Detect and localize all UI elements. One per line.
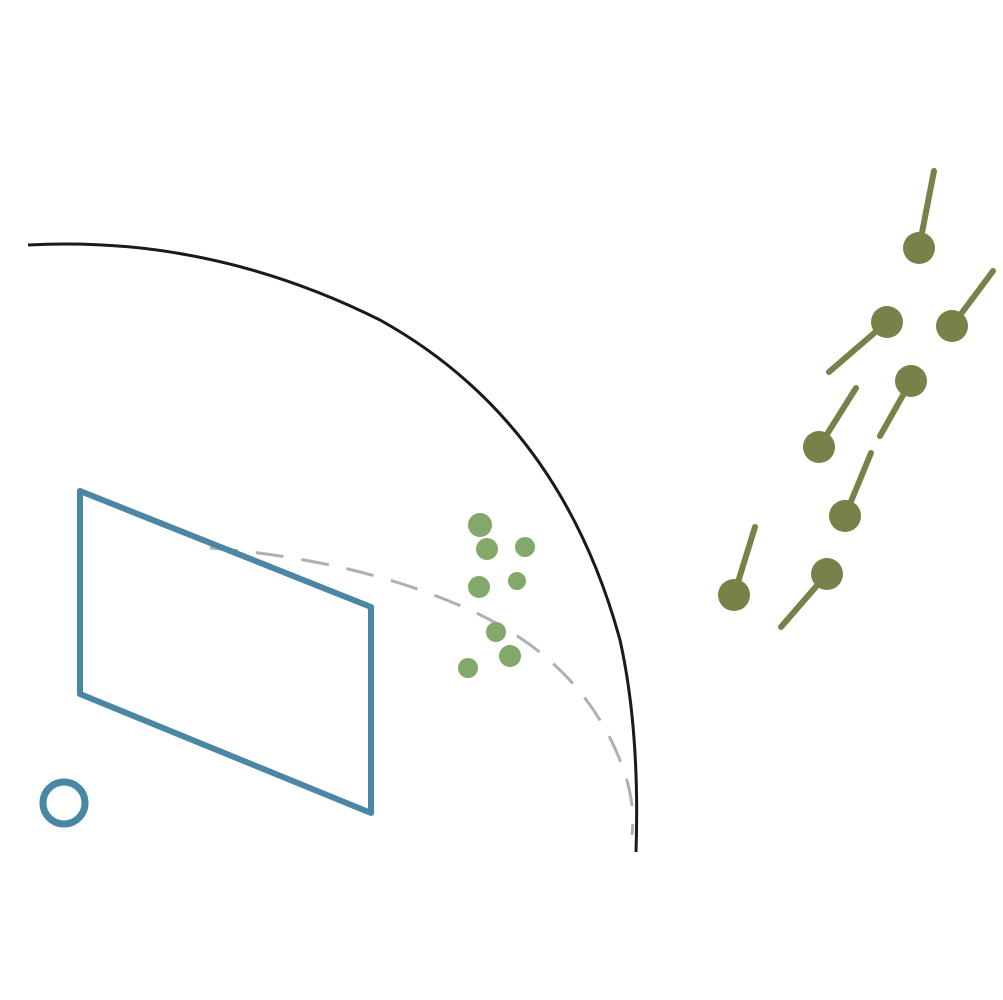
tracer <box>803 385 859 463</box>
cluster-dot <box>468 513 492 537</box>
dashed-trajectory <box>209 546 635 836</box>
tracer-group <box>718 168 996 630</box>
cluster-dot <box>486 622 506 642</box>
cluster-dot <box>468 576 490 598</box>
tracer <box>826 306 903 375</box>
origin-marker <box>39 778 89 828</box>
tracer <box>778 558 843 630</box>
cluster-dot <box>499 645 521 667</box>
frame <box>77 488 374 816</box>
dot-cluster <box>458 513 535 678</box>
tracer <box>718 524 758 611</box>
tracer <box>829 450 874 532</box>
cluster-dot <box>458 658 478 678</box>
boundary-arc <box>27 242 639 853</box>
tracer <box>936 268 996 342</box>
tracer <box>877 365 927 439</box>
tracer <box>903 168 937 264</box>
cluster-dot <box>476 538 498 560</box>
cluster-dot <box>515 537 535 557</box>
cluster-dot <box>508 572 526 590</box>
